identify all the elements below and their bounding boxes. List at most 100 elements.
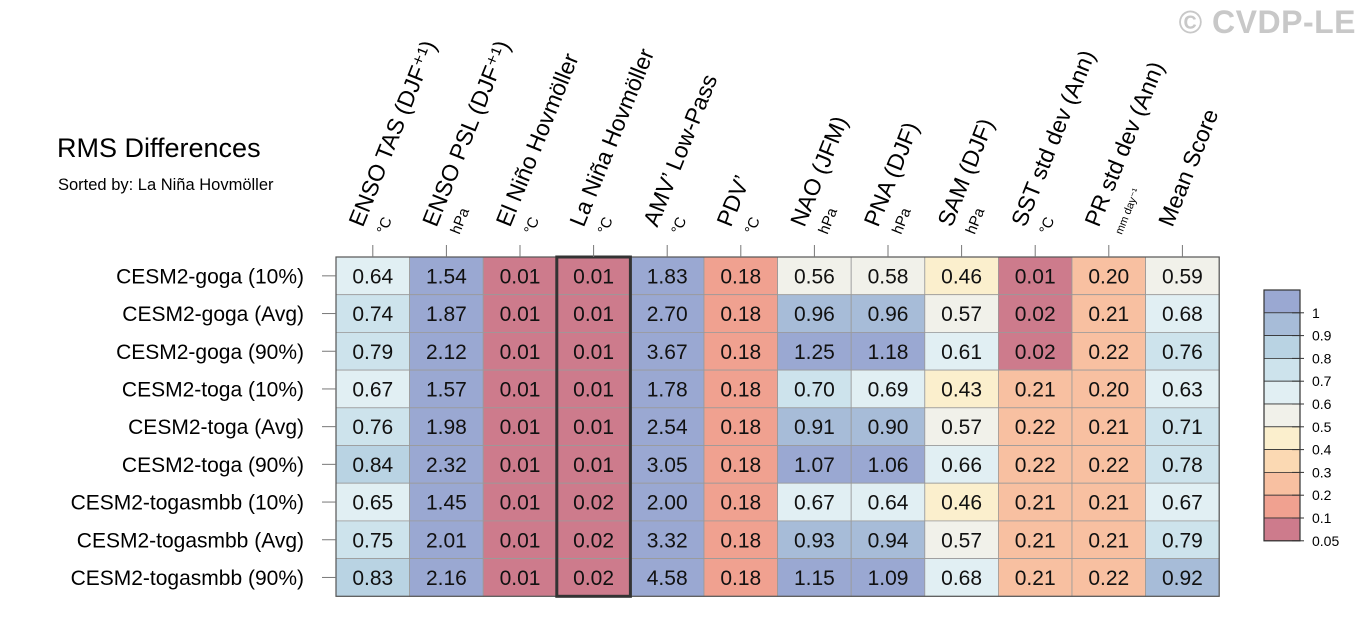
heatmap-cell xyxy=(409,558,484,597)
colorbar-label: 0.9 xyxy=(1312,328,1332,344)
column-unit-label: hPa xyxy=(889,205,915,237)
row-label: CESM2-goga (Avg) xyxy=(122,303,304,326)
column-unit-label: hPa xyxy=(815,205,841,237)
cell-value-label: 0.01 xyxy=(573,265,614,288)
colorbar-swatch xyxy=(1263,471,1301,496)
heatmap-cell xyxy=(1145,558,1220,597)
heatmap-cell xyxy=(998,520,1073,560)
heatmap-cell xyxy=(482,331,558,371)
cell-value-label: 0.18 xyxy=(720,378,761,401)
cell-value-label: 0.69 xyxy=(868,378,909,401)
cell-value-label: 0.18 xyxy=(720,303,761,326)
heatmap-cell xyxy=(630,520,705,560)
chart-subtitle: Sorted by: La Niña Hovmöller xyxy=(58,176,274,194)
cell-value-label: 0.02 xyxy=(573,529,614,552)
column-unit-label: °C xyxy=(742,215,764,237)
cell-value-label: 0.01 xyxy=(573,378,614,401)
row-label: CESM2-togasmbb (10%) xyxy=(71,492,304,515)
cell-value-label: 0.02 xyxy=(1015,341,1056,364)
heatmap-cell xyxy=(777,482,852,522)
heatmap-cell xyxy=(482,407,558,446)
heatmap-cell xyxy=(1145,369,1220,409)
cell-value-label: 0.01 xyxy=(573,303,614,326)
cell-value-label: 0.96 xyxy=(868,303,909,326)
watermark-text: © CVDP-LE xyxy=(1178,4,1356,40)
heatmap-cell xyxy=(482,482,558,522)
heatmap-cell xyxy=(703,482,778,522)
cell-value-label: 2.16 xyxy=(426,567,467,590)
cell-value-label: 0.70 xyxy=(794,378,835,401)
colorbar-swatch xyxy=(1263,312,1301,336)
cell-value-label: 0.68 xyxy=(1162,303,1203,326)
row-label: CESM2-toga (Avg) xyxy=(128,416,304,439)
cell-value-label: 2.70 xyxy=(647,303,688,326)
heatmap-cell xyxy=(335,256,410,296)
cell-value-label: 0.01 xyxy=(500,265,541,288)
cell-value-label: 0.92 xyxy=(1162,567,1203,590)
heatmap-cell xyxy=(924,558,999,597)
cell-value-label: 0.01 xyxy=(500,567,541,590)
column-header-label: Mean Score xyxy=(1153,105,1224,230)
cell-value-label: 1.83 xyxy=(647,265,688,288)
row-label: CESM2-goga (10%) xyxy=(116,265,304,288)
heatmap-cell xyxy=(335,558,410,597)
cell-value-label: 0.57 xyxy=(941,529,982,552)
heatmap-cell xyxy=(409,407,484,446)
heatmap-cell xyxy=(998,294,1073,333)
colorbar-swatch xyxy=(1263,494,1301,519)
column-unit-label: hPa xyxy=(963,205,989,237)
heatmap-cell xyxy=(703,294,778,333)
cell-value-label: 3.67 xyxy=(647,341,688,364)
chart-title: RMS Differences xyxy=(57,133,261,163)
heatmap-cell xyxy=(1145,520,1220,560)
heatmap-cell xyxy=(482,520,558,560)
heatmap-cell xyxy=(630,482,705,522)
heatmap-cell xyxy=(777,407,852,446)
heatmap-cell xyxy=(556,558,631,597)
colorbar-label: 0.4 xyxy=(1312,442,1332,458)
cell-value-label: 0.67 xyxy=(352,378,393,401)
heatmap-cell xyxy=(335,407,410,446)
cell-value-label: 1.57 xyxy=(426,378,467,401)
colorbar-label: 0.7 xyxy=(1312,373,1332,389)
cell-value-label: 0.61 xyxy=(941,341,982,364)
colorbar-swatch xyxy=(1263,380,1301,405)
row-label: CESM2-togasmbb (90%) xyxy=(71,567,304,590)
colorbar-label: 1 xyxy=(1312,305,1320,321)
heatmap-cell xyxy=(335,482,410,522)
heatmap-cell xyxy=(556,520,631,560)
colorbar-swatch xyxy=(1263,335,1301,359)
cell-value-label: 0.76 xyxy=(1162,341,1203,364)
cell-value-label: 0.83 xyxy=(352,567,393,590)
cell-value-label: 1.06 xyxy=(868,454,909,477)
heatmap-cell xyxy=(335,369,410,409)
cell-value-label: 0.01 xyxy=(573,416,614,439)
cell-value-label: 1.54 xyxy=(426,265,467,288)
cell-value-label: 0.21 xyxy=(1015,529,1056,552)
colorbar-swatch xyxy=(1263,426,1301,450)
colorbar-swatch xyxy=(1263,517,1301,542)
cell-value-label: 1.87 xyxy=(426,303,467,326)
cell-value-label: 0.21 xyxy=(1088,529,1129,552)
colorbar-swatch xyxy=(1263,289,1301,314)
cell-value-label: 0.01 xyxy=(500,416,541,439)
column-unit-label: °C xyxy=(1036,215,1058,237)
heatmap-cell xyxy=(703,369,778,409)
heatmap-cell xyxy=(1071,482,1146,522)
row-label: CESM2-goga (90%) xyxy=(116,341,304,364)
heatmap-cell xyxy=(703,256,778,296)
cell-value-label: 0.67 xyxy=(1162,492,1203,515)
heatmap-cell xyxy=(1145,445,1220,484)
colorbar-label: 0.3 xyxy=(1312,464,1332,480)
heatmap-cell xyxy=(482,558,558,597)
heatmap-cell xyxy=(1145,256,1220,296)
cell-value-label: 0.66 xyxy=(941,454,982,477)
cell-value-label: 1.09 xyxy=(868,567,909,590)
colorbar-label: 0.6 xyxy=(1312,396,1332,412)
column-unit-label: °C xyxy=(595,215,617,237)
heatmap-cell xyxy=(409,294,484,333)
cell-value-label: 1.45 xyxy=(426,492,467,515)
cell-value-label: 0.79 xyxy=(1162,529,1203,552)
cell-value-label: 0.64 xyxy=(352,265,393,288)
heatmap-cell xyxy=(924,482,999,522)
